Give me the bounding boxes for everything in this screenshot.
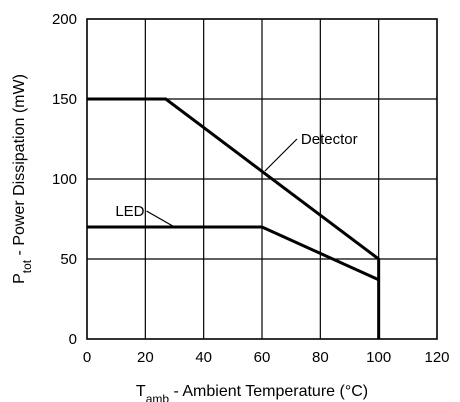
annotation-leader bbox=[146, 210, 175, 228]
grid bbox=[87, 19, 437, 339]
series-line-led bbox=[87, 225, 380, 282]
y-tick-label: 100 bbox=[52, 171, 77, 188]
y-tick-label: 50 bbox=[60, 251, 77, 268]
x-tick-label: 60 bbox=[254, 349, 271, 366]
x-axis-label-sub: amb bbox=[146, 392, 170, 402]
y-axis-label-sub: tot bbox=[20, 259, 34, 273]
x-tick-label: 80 bbox=[312, 349, 329, 366]
plot-frame bbox=[86, 18, 438, 340]
y-tick-label: 150 bbox=[52, 91, 77, 108]
x-axis-label-rest: - Ambient Temperature (°C) bbox=[169, 383, 368, 400]
x-tick-labels: 0 20 40 60 80 100 120 bbox=[83, 349, 450, 366]
x-tick-label: 120 bbox=[424, 349, 449, 366]
annotations: Detector LED bbox=[115, 131, 358, 228]
y-axis-label: Ptot - Power Dissipation (mW) bbox=[11, 74, 34, 284]
x-tick-label: 20 bbox=[137, 349, 154, 366]
y-tick-label: 200 bbox=[52, 11, 77, 28]
x-tick-label: 40 bbox=[195, 349, 212, 366]
x-axis-label-main: T bbox=[136, 383, 146, 400]
annotation-label: Detector bbox=[301, 131, 358, 148]
y-tick-labels: 0 50 100 150 200 bbox=[52, 11, 77, 348]
x-axis-label: Tamb - Ambient Temperature (°C) bbox=[136, 383, 368, 402]
x-tick-label: 100 bbox=[366, 349, 391, 366]
y-tick-label: 0 bbox=[69, 331, 77, 348]
annotation-label: LED bbox=[115, 203, 144, 220]
x-tick-label: 0 bbox=[83, 349, 91, 366]
y-axis-label-rest: - Power Dissipation (mW) bbox=[11, 74, 28, 260]
annotation-leader bbox=[264, 138, 298, 172]
series-line-detector bbox=[87, 97, 381, 339]
y-axis-label-main: P bbox=[11, 273, 28, 284]
series-lines bbox=[87, 97, 381, 339]
